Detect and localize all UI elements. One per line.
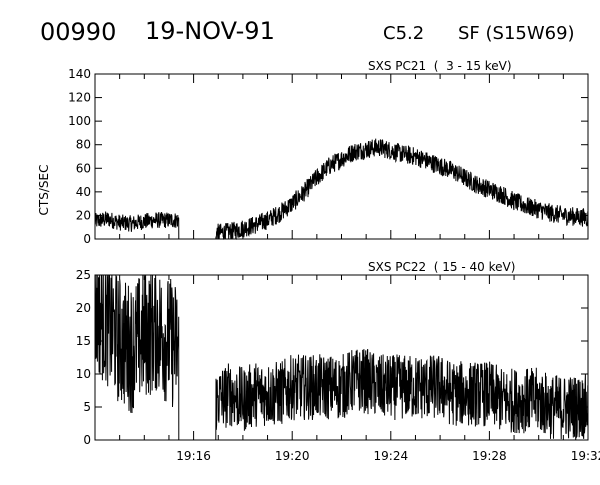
x-tick-label: 19:28 (472, 449, 507, 463)
flare-info: SF (S15W69) (458, 23, 575, 44)
event-date: 19-NOV-91 (145, 17, 275, 45)
y-tick-label: 140 (68, 67, 91, 81)
y-tick-label: 20 (76, 301, 91, 315)
x-tick-label: 19:16 (176, 449, 211, 463)
panel-pc21-plot-area (94, 138, 589, 240)
y-tick-label: 40 (76, 185, 91, 199)
y-tick-label: 25 (76, 268, 91, 282)
panel-pc21-x-axis (94, 74, 589, 239)
y-tick-label: 80 (76, 138, 91, 152)
y-tick-label: 0 (83, 232, 91, 246)
y-tick-label: 120 (68, 91, 91, 105)
goes-class: C5.2 (383, 23, 424, 44)
series-line-segment (215, 138, 589, 240)
series-line-segment (94, 274, 180, 441)
y-tick-label: 0 (83, 433, 91, 447)
series-line-segment (215, 348, 589, 441)
panel-pc22-title: SXS PC22 ( 15 - 40 keV) (368, 260, 515, 274)
series-line-segment (94, 211, 180, 240)
x-tick-label: 19:20 (275, 449, 310, 463)
panel-pc22: SXS PC22 ( 15 - 40 keV) 0 5 10 15 20 25 19:16… (76, 260, 600, 463)
panel-pc22-x-axis: 19:16 19:20 19:24 19:28 19:32 (94, 275, 600, 463)
panel-pc21-title: SXS PC21 ( 3 - 15 keV) (368, 59, 512, 73)
x-tick-label: 19:32 (571, 449, 600, 463)
x-tick-label: 19:24 (374, 449, 409, 463)
panel-pc21-y-axis: 0 20 40 60 80 100 120 140 (68, 67, 588, 246)
panel-pc22-y-axis: 0 5 10 15 20 25 (76, 268, 588, 447)
y-axis-label: CTS/SEC (37, 165, 51, 216)
panel-pc22-plot-area (94, 274, 589, 441)
y-tick-label: 20 (76, 208, 91, 222)
y-tick-label: 60 (76, 161, 91, 175)
y-tick-label: 10 (76, 367, 91, 381)
panel-pc21: SXS PC21 ( 3 - 15 keV) 0 20 40 60 80 100 120 14… (68, 59, 589, 246)
y-tick-label: 5 (83, 400, 91, 414)
y-tick-label: 100 (68, 114, 91, 128)
y-tick-label: 15 (76, 334, 91, 348)
event-id: 00990 (40, 18, 116, 46)
